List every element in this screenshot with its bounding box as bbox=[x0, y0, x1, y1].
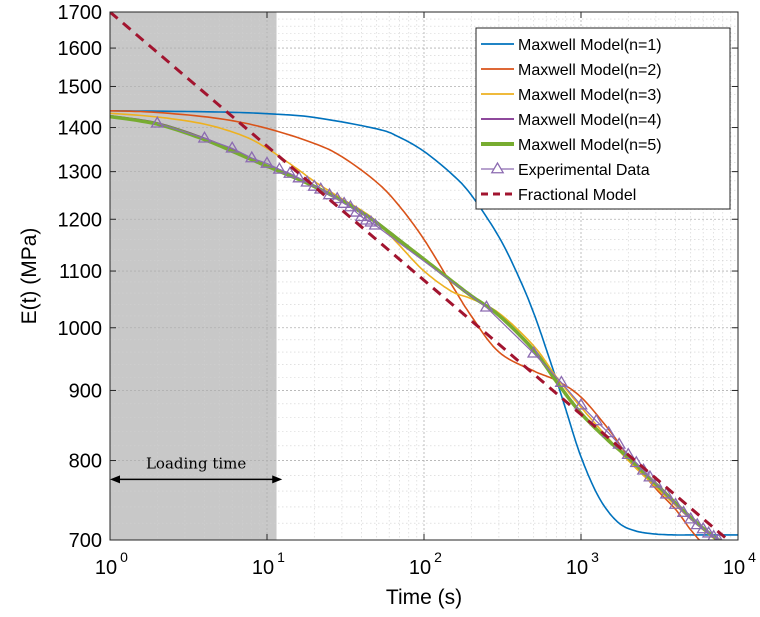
legend-item-experimental-data: Experimental Data bbox=[481, 161, 650, 179]
x-tick-label: 10 bbox=[409, 557, 431, 579]
y-tick-label: 700 bbox=[69, 530, 102, 552]
fractional-model-line bbox=[110, 12, 731, 540]
arrowhead-right bbox=[272, 475, 283, 484]
y-tick-label: 1000 bbox=[58, 318, 103, 340]
legend-label: Maxwell Model(n=3) bbox=[518, 87, 662, 104]
data-point bbox=[696, 521, 711, 534]
arrowhead-left bbox=[110, 475, 120, 484]
y-tick-label: 1600 bbox=[58, 38, 103, 60]
legend-label: Experimental Data bbox=[518, 162, 650, 179]
y-tick-label: 800 bbox=[69, 451, 102, 473]
x-tick-exponent: 1 bbox=[277, 549, 285, 565]
data-point bbox=[659, 486, 674, 499]
y-tick-label: 1200 bbox=[58, 209, 103, 231]
data-point bbox=[707, 529, 720, 540]
y-tick-label: 1700 bbox=[58, 2, 103, 24]
data-point bbox=[244, 150, 259, 163]
x-axis-label: Time (s) bbox=[386, 586, 462, 609]
y-tick-label: 900 bbox=[69, 380, 102, 402]
data-point bbox=[701, 525, 716, 538]
legend-box bbox=[475, 27, 731, 210]
data-point bbox=[322, 187, 337, 200]
series-maxwell-model-n-1 bbox=[110, 110, 738, 536]
data-point bbox=[197, 130, 212, 143]
data-point bbox=[554, 375, 569, 387]
x-tick-exponent: 4 bbox=[748, 549, 756, 565]
x-tick-label: 10 bbox=[95, 557, 117, 579]
data-point bbox=[330, 191, 345, 204]
data-point bbox=[337, 196, 351, 208]
x-tick-label: 10 bbox=[252, 557, 274, 579]
y-tick-label: 1400 bbox=[58, 118, 103, 140]
loading-time-region bbox=[110, 12, 277, 540]
data-point bbox=[272, 162, 287, 174]
legend-item-maxwell-model-n-4: Maxwell Model(n=4) bbox=[481, 112, 662, 129]
loading-time-label: Loading time bbox=[146, 454, 246, 472]
legend-item-maxwell-model-n-3: Maxwell Model(n=3) bbox=[481, 87, 662, 104]
loading-time-annotation: Loading time bbox=[110, 454, 283, 484]
data-point bbox=[349, 205, 364, 217]
legend: Maxwell Model(n=1) Maxwell Model(n=2) Maxw… bbox=[475, 27, 731, 210]
data-point bbox=[676, 505, 691, 517]
data-point bbox=[589, 413, 604, 426]
x-tick-exponent: 2 bbox=[434, 549, 442, 565]
y-tick-label: 1300 bbox=[58, 162, 103, 184]
x-tick-label: 10 bbox=[723, 557, 745, 579]
data-point bbox=[526, 346, 541, 358]
legend-marker bbox=[490, 161, 505, 174]
data-point bbox=[714, 532, 723, 540]
data-point bbox=[307, 179, 322, 191]
data-point bbox=[260, 156, 274, 168]
legend-item-maxwell-model-n-1: Maxwell Model(n=1) bbox=[481, 37, 662, 54]
data-point bbox=[283, 166, 297, 178]
legend-label: Maxwell Model(n=1) bbox=[518, 37, 662, 54]
data-point bbox=[690, 517, 705, 530]
x-tick-exponent: 3 bbox=[591, 549, 599, 565]
axis-ticks: 10 0 10 1 10 2 10 3 10 47008009001000110012001300… bbox=[58, 2, 757, 579]
legend-item-maxwell-model-n-2: Maxwell Model(n=2) bbox=[481, 62, 662, 79]
series-line bbox=[110, 110, 738, 536]
legend-label: Maxwell Model(n=5) bbox=[518, 137, 662, 154]
data-point bbox=[343, 199, 358, 212]
y-axis-label: E(t) (MPa) bbox=[18, 228, 41, 325]
data-point bbox=[292, 170, 306, 183]
data-point bbox=[629, 455, 644, 468]
series-experimental-data bbox=[150, 116, 723, 540]
series-layer bbox=[110, 12, 738, 540]
data-point bbox=[225, 141, 240, 153]
data-point bbox=[354, 209, 369, 222]
data-point bbox=[479, 300, 494, 312]
x-tick-label: 10 bbox=[566, 557, 588, 579]
legend-label: Fractional Model bbox=[518, 187, 636, 204]
legend-label: Maxwell Model(n=2) bbox=[518, 62, 662, 79]
legend-item-fractional-model: Fractional Model bbox=[481, 187, 636, 204]
series-fractional-model bbox=[110, 12, 731, 540]
grid-lines bbox=[109, 11, 739, 541]
x-tick-exponent: 0 bbox=[120, 549, 128, 565]
legend-label: Maxwell Model(n=4) bbox=[518, 112, 662, 129]
data-point bbox=[683, 511, 698, 524]
data-point bbox=[668, 497, 683, 509]
data-point bbox=[574, 397, 588, 410]
data-point bbox=[150, 116, 165, 128]
y-tick-label: 1500 bbox=[58, 76, 103, 98]
data-point bbox=[621, 447, 636, 459]
y-tick-label: 1100 bbox=[59, 261, 102, 283]
data-point bbox=[368, 217, 383, 230]
legend-item-maxwell-model-n-5: Maxwell Model(n=5) bbox=[481, 137, 662, 154]
